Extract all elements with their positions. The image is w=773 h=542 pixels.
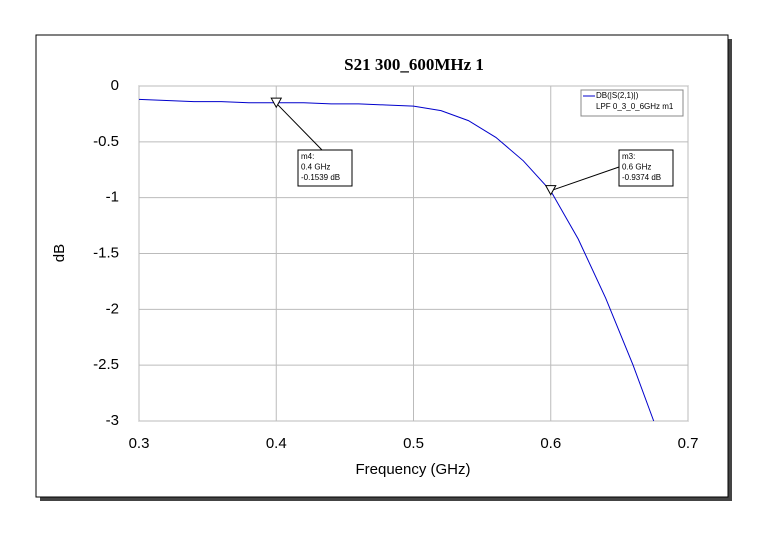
chart-title: S21 300_600MHz 1 bbox=[344, 55, 484, 74]
marker-text: -0.9374 dB bbox=[622, 173, 661, 182]
y-tick-label: -3 bbox=[106, 412, 119, 429]
marker-leader bbox=[550, 166, 620, 192]
data-line bbox=[138, 98, 655, 422]
marker-leader bbox=[275, 102, 323, 151]
marker-box bbox=[297, 149, 353, 187]
legend-label: DB(|S(2,1)|) bbox=[596, 91, 639, 100]
x-tick-label: 0.7 bbox=[678, 435, 699, 452]
y-tick-label: -1 bbox=[106, 189, 119, 206]
legend-box bbox=[580, 89, 684, 117]
y-tick-label: -0.5 bbox=[93, 133, 119, 150]
legend-sublabel: LPF 0_3_0_6GHz m1 bbox=[596, 102, 674, 111]
x-tick-label: 0.5 bbox=[403, 435, 424, 452]
x-tick-label: 0.6 bbox=[540, 435, 561, 452]
y-tick-label: -2.5 bbox=[93, 356, 119, 373]
y-tick-label: 0 bbox=[111, 77, 119, 94]
marker-text: 0.6 GHz bbox=[622, 163, 651, 172]
marker-box bbox=[618, 149, 674, 187]
x-tick-label: 0.3 bbox=[129, 435, 150, 452]
x-tick-label: 0.4 bbox=[266, 435, 287, 452]
marker-triangle bbox=[544, 185, 557, 196]
y-tick-label: -2 bbox=[106, 300, 119, 317]
y-axis-label: dB bbox=[51, 244, 68, 262]
marker-text: m4: bbox=[301, 152, 314, 161]
marker-text: 0.4 GHz bbox=[301, 163, 330, 172]
marker-triangle bbox=[270, 97, 283, 109]
y-tick-label: -1.5 bbox=[93, 244, 119, 261]
marker-text: m3: bbox=[622, 152, 635, 161]
marker-text: -0.1539 dB bbox=[301, 173, 340, 182]
x-axis-label: Frequency (GHz) bbox=[355, 461, 470, 478]
